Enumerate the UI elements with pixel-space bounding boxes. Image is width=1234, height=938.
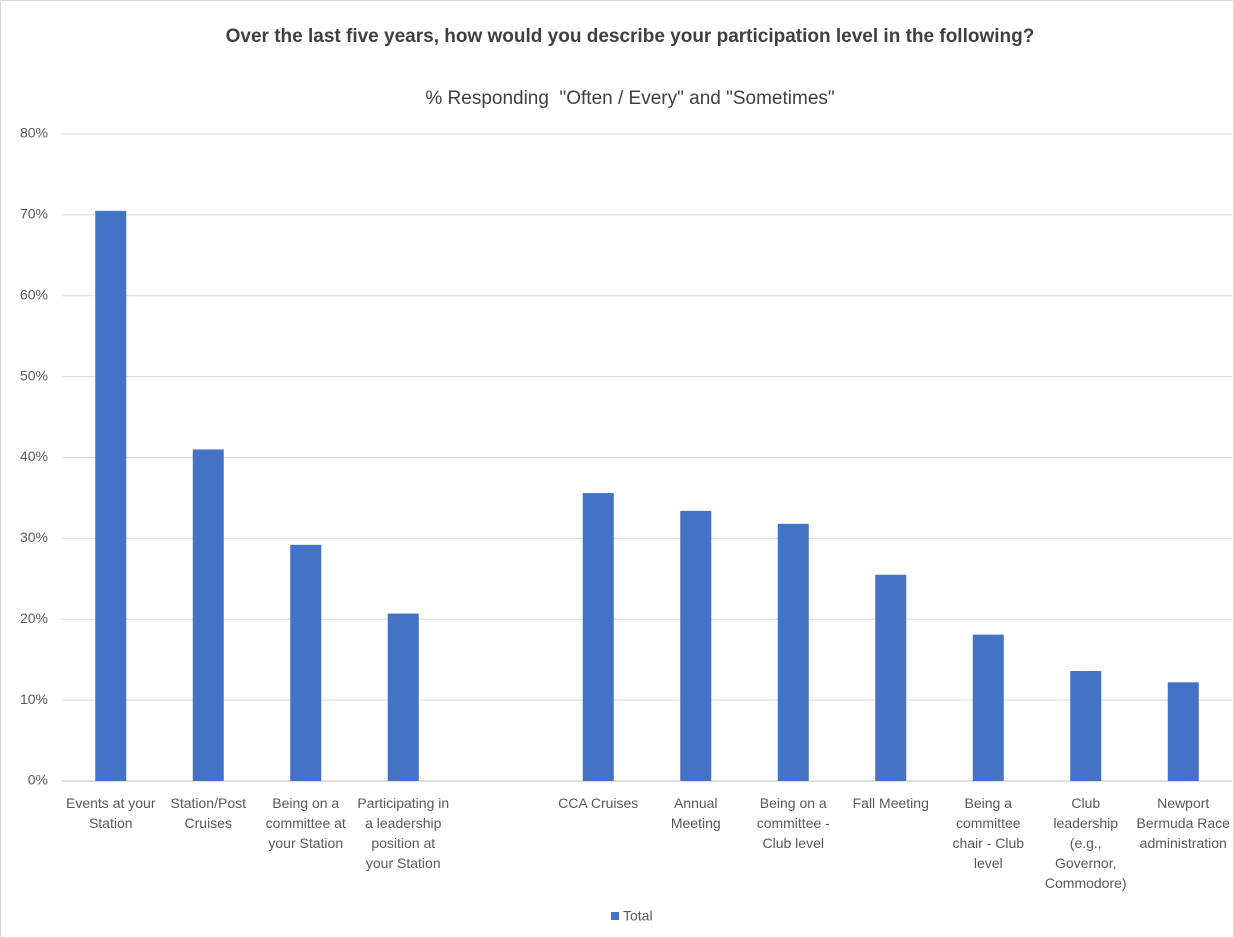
x-tick-label: Events at your Station: [66, 795, 156, 831]
x-tick-label: Station/Post Cruises: [170, 795, 247, 831]
x-tick-label: Being on a committee - Club level: [756, 795, 830, 851]
bar: [290, 544, 322, 781]
y-tick-label: 10%: [20, 691, 48, 707]
x-tick-label: Club leadership (e.g., Governor, Commodo…: [1044, 795, 1127, 891]
bar: [680, 510, 712, 781]
x-tick-label: Participating in a leadership position a…: [357, 795, 450, 871]
y-tick-label: 70%: [20, 206, 48, 222]
x-tick-label: Being on a committee at your Station: [265, 795, 346, 851]
x-tick-label: Newport Bermuda Race administration: [1136, 795, 1230, 851]
bar: [972, 634, 1004, 781]
x-tick-label: CCA Cruises: [558, 795, 639, 811]
bar: [1167, 682, 1199, 781]
bar: [875, 574, 907, 781]
y-tick-label: 30%: [20, 529, 48, 545]
chart-title: Over the last five years, how would you …: [226, 26, 1035, 47]
bar: [582, 493, 614, 781]
chart-subtitle: % Responding "Often / Every" and "Someti…: [425, 88, 834, 109]
y-tick-label: 40%: [20, 448, 48, 464]
legend-swatch: [611, 912, 619, 920]
bar: [777, 523, 809, 781]
bar: [1070, 671, 1102, 781]
x-tick-label: Fall Meeting: [852, 795, 929, 811]
y-tick-label: 0%: [28, 772, 48, 788]
legend-label: Total: [623, 908, 653, 924]
y-tick-label: 50%: [20, 367, 48, 383]
bar: [387, 613, 419, 781]
x-tick-label: Annual Meeting: [670, 795, 721, 831]
y-tick-label: 20%: [20, 610, 48, 626]
y-tick-label: 80%: [20, 125, 48, 141]
y-tick-label: 60%: [20, 286, 48, 302]
x-tick-label: Being a committee chair - Club level: [952, 795, 1025, 871]
bar: [192, 449, 224, 781]
bar: [95, 210, 127, 782]
